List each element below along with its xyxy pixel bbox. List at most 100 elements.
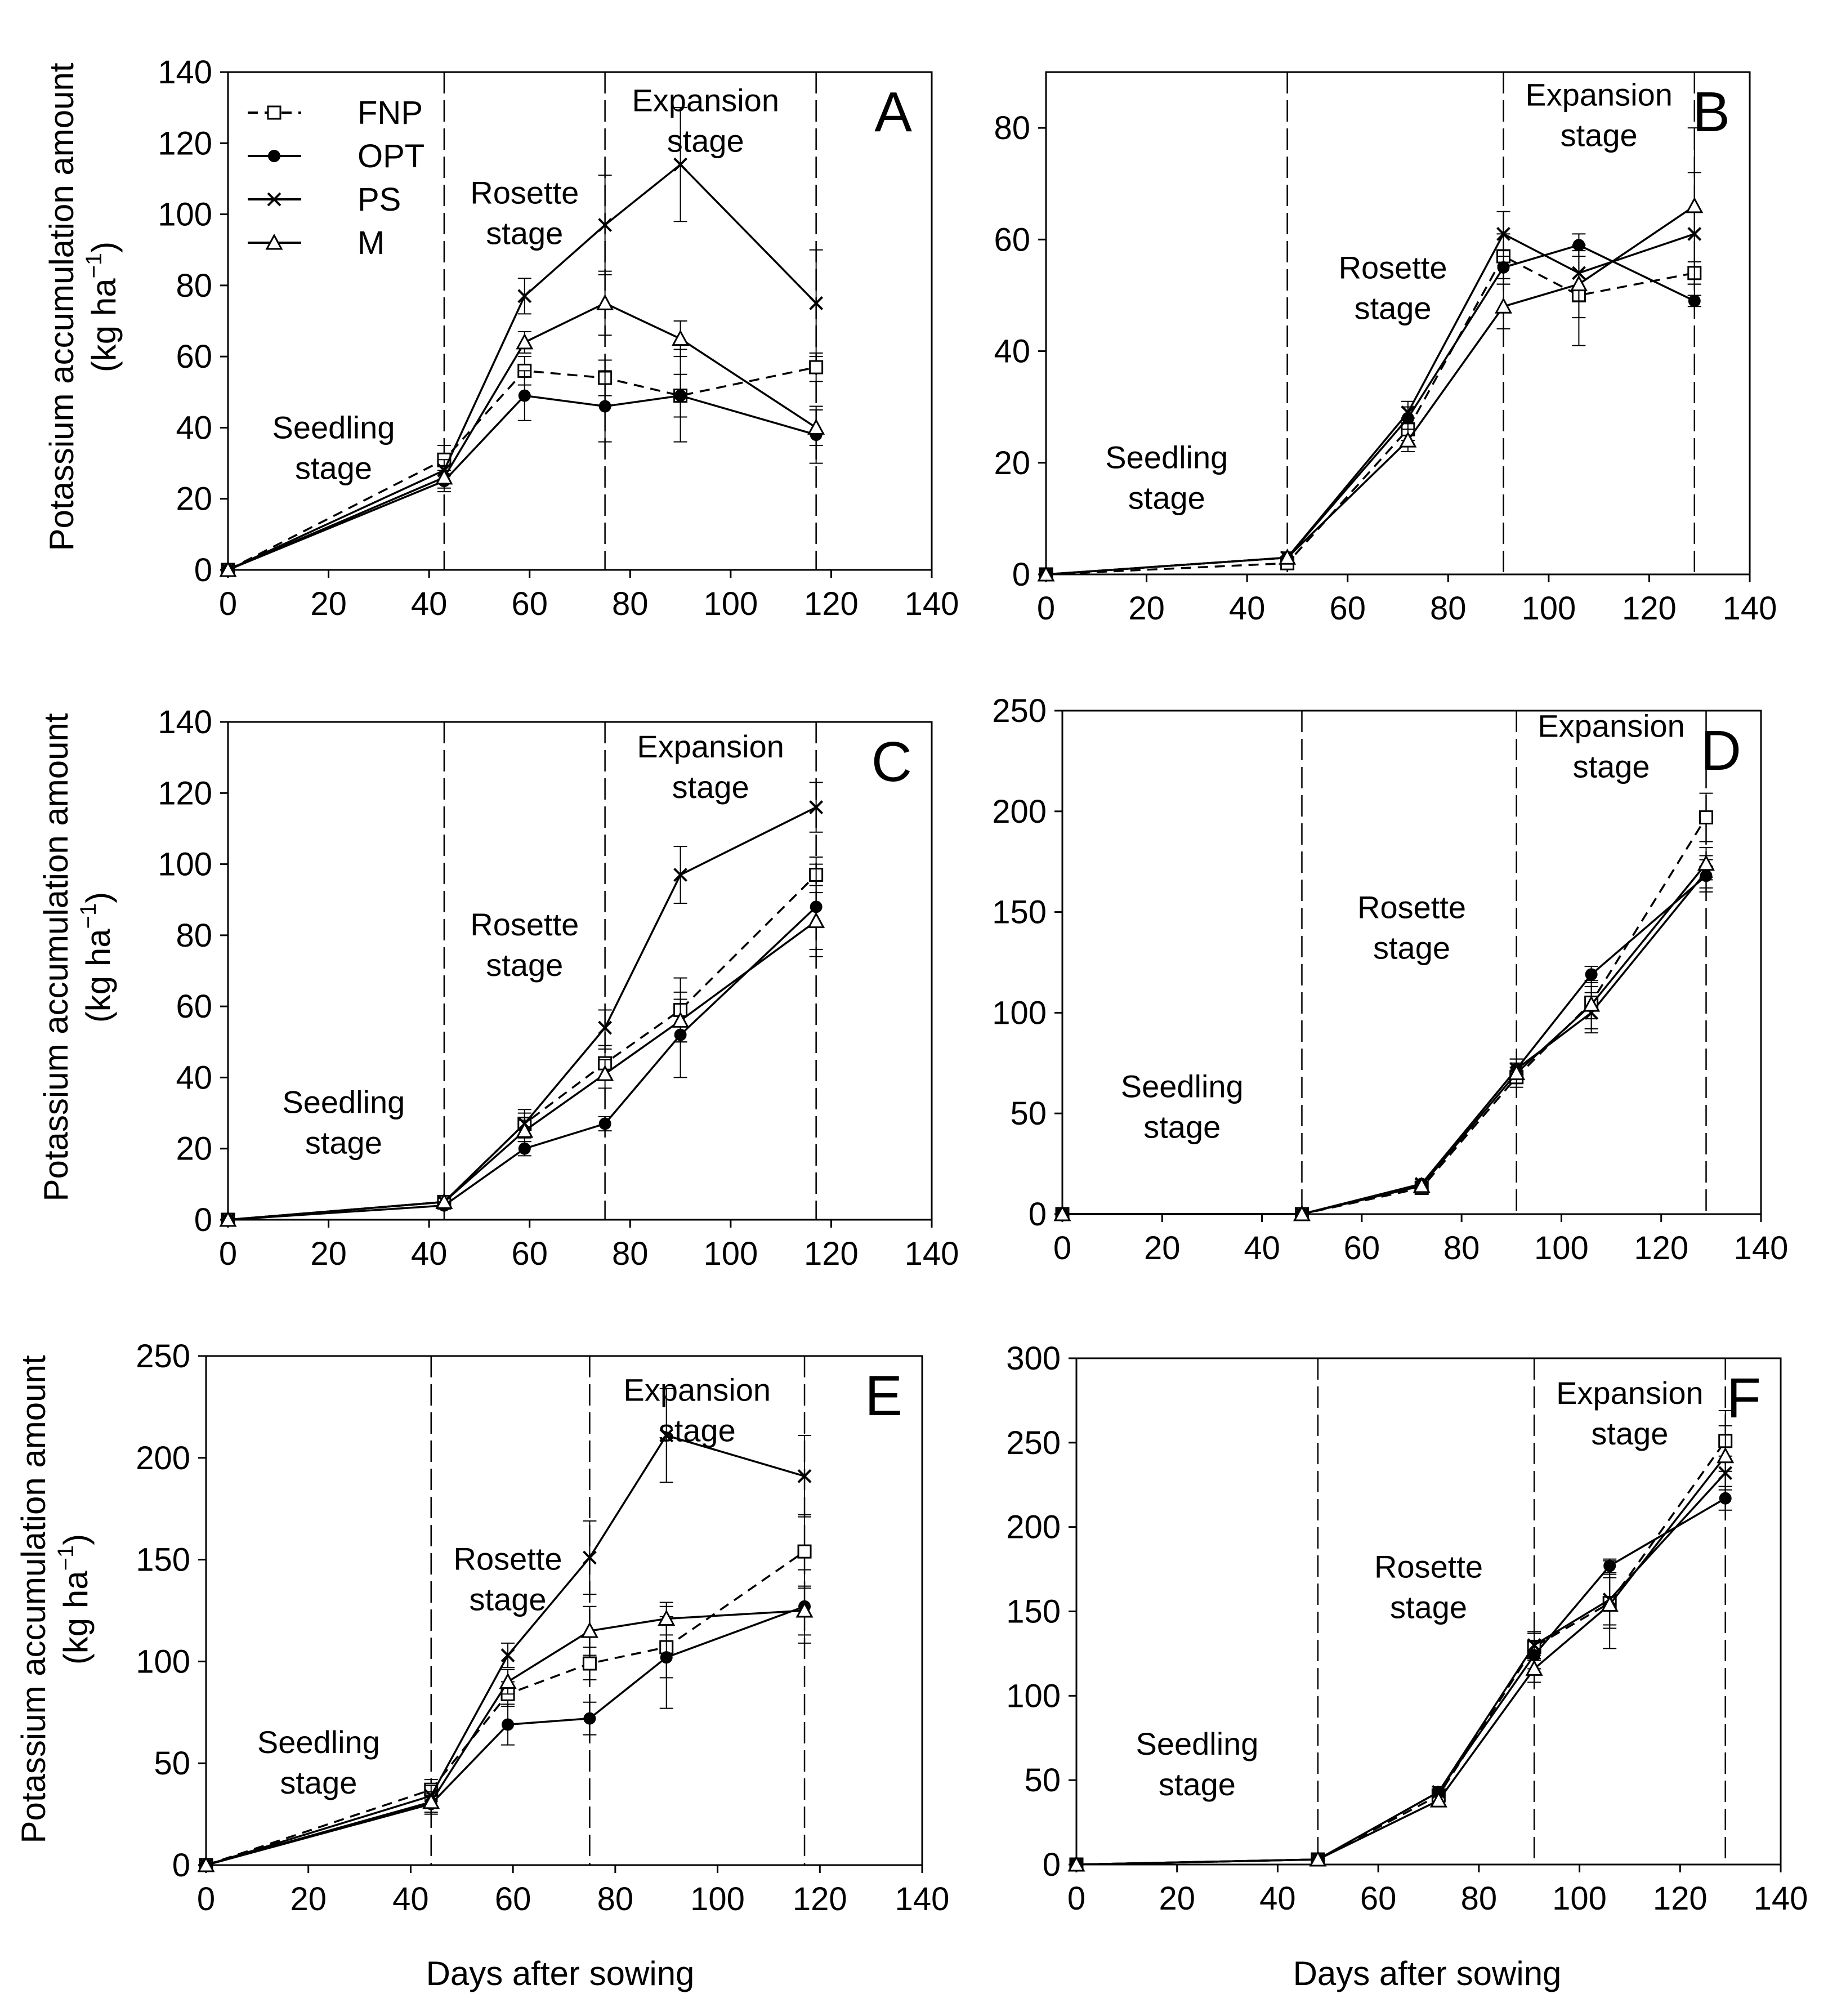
series-line-m	[227, 302, 817, 571]
data-point-m	[1053, 1205, 1071, 1221]
series-line-opt	[205, 1605, 805, 1866]
data-point-ps	[1401, 405, 1415, 420]
y-tick-label-e: 50	[154, 1745, 190, 1782]
data-point-fnp	[809, 360, 824, 374]
series-line-m	[1045, 205, 1695, 576]
series-line-opt	[227, 906, 817, 1221]
data-point-m	[219, 560, 237, 577]
x-tick-label-c: 40	[411, 1236, 448, 1272]
stage-label-a: stage	[486, 216, 563, 251]
data-point-m	[219, 1210, 237, 1227]
y-tick-label-a: 80	[176, 267, 212, 304]
series-line-fnp	[227, 366, 817, 571]
stage-label-f: stage	[1159, 1767, 1236, 1802]
stage-label-f: stage	[1591, 1416, 1668, 1451]
y-tick-label-a: 100	[158, 197, 212, 233]
legend-label-fnp: FNP	[357, 95, 423, 131]
panel-d: 0 20 40 60 80 100 120 140 0 50 100 150 200 250 Seedlin…	[992, 693, 1788, 1266]
stage-label-c: Expansion	[637, 729, 784, 764]
plot-frame-c	[227, 721, 933, 1221]
x-tick-label-f: 140	[1754, 1880, 1808, 1917]
y-tick-label-c: 60	[176, 988, 212, 1025]
stage-label-b: stage	[1355, 291, 1432, 326]
x-tick-label-b: 80	[1430, 590, 1467, 627]
data-point-m	[1697, 854, 1715, 871]
panel-f: 0 20 40 60 80 100 120 140 0 50 100 150 200 250 300 Seed…	[1006, 1340, 1808, 1917]
x-tick-label-e: 120	[793, 1881, 847, 1917]
x-tick-label-c: 20	[310, 1236, 347, 1272]
data-point-opt	[1719, 1492, 1732, 1505]
x-tick-label-c: 60	[511, 1236, 548, 1272]
y-tick-label-c: 120	[158, 775, 212, 811]
series-line-m	[1062, 863, 1707, 1215]
ylabel-row-3: Potassium accumulation amount (kg ha−1)	[15, 1355, 95, 1843]
data-point-m	[1686, 197, 1704, 213]
stage-label-a: Rosette	[470, 175, 579, 211]
x-tick-label-e: 140	[895, 1881, 950, 1917]
stage-label-e: stage	[280, 1765, 357, 1800]
y-tick-label-b: 20	[994, 445, 1030, 481]
y-tick-label-e: 100	[136, 1643, 190, 1680]
x-tick-label-f: 40	[1259, 1880, 1296, 1917]
y-tick-label-c: 80	[176, 917, 212, 954]
x-tick-label-e: 100	[690, 1881, 745, 1917]
data-point-ps	[809, 296, 824, 310]
data-point-ps	[1527, 1638, 1541, 1652]
legend-label-ps: PS	[357, 181, 401, 218]
data-point-ps	[809, 800, 824, 814]
legend-item-m: M	[248, 225, 385, 261]
panel-letter-f: F	[1727, 1367, 1761, 1430]
stage-label-a: stage	[295, 450, 372, 485]
series-line-fnp	[1062, 817, 1707, 1215]
x-tick-label-d: 140	[1734, 1230, 1789, 1266]
data-point-m	[1293, 1205, 1311, 1221]
y-tick-label-d: 200	[992, 793, 1047, 830]
data-point-m	[516, 333, 534, 350]
data-point-ps	[583, 1550, 597, 1565]
data-point-opt	[674, 389, 687, 402]
data-point-opt	[1497, 261, 1510, 274]
data-point-ps	[500, 1648, 515, 1662]
data-point-m	[580, 1622, 598, 1638]
y-tick-label-c: 100	[158, 846, 212, 883]
xlabel-left: Days after sowing	[426, 1955, 695, 1992]
stage-label-b: stage	[1561, 117, 1638, 153]
x-tick-label-e: 40	[392, 1881, 429, 1917]
stage-label-d: stage	[1143, 1109, 1221, 1145]
stage-label-d: stage	[1573, 748, 1650, 784]
panel-b: 0 20 40 60 80 100 120 140 0 20 40 60 80 Seedling stage…	[994, 71, 1777, 627]
data-point-opt	[1585, 968, 1598, 981]
x-tick-label-f: 60	[1360, 1880, 1397, 1917]
series-line-ps	[205, 1434, 805, 1866]
x-tick-label-a: 140	[905, 586, 959, 622]
panel-letter-c: C	[871, 730, 912, 793]
data-point-m	[1067, 1855, 1085, 1872]
x-tick-label-a: 0	[219, 586, 237, 622]
legend-marker-m	[265, 233, 283, 250]
y-tick-label-f: 250	[1006, 1425, 1061, 1461]
ylabel-line2: (kg ha−1)	[76, 892, 117, 1023]
plot-frame-e	[205, 1355, 923, 1866]
stage-label-e: Rosette	[454, 1541, 562, 1577]
data-point-m	[1279, 548, 1297, 565]
xlabel-right: Days after sowing	[1293, 1955, 1562, 1992]
plot-frame-d	[1061, 710, 1762, 1215]
data-point-m	[596, 1064, 614, 1081]
data-point-ps	[673, 157, 687, 172]
data-point-m	[435, 468, 453, 485]
legend-label-opt: OPT	[357, 138, 424, 175]
data-point-m	[658, 1609, 676, 1626]
data-point-opt	[502, 1718, 515, 1731]
x-tick-label-a: 120	[804, 586, 859, 622]
y-tick-label-c: 140	[158, 704, 212, 741]
y-tick-label-e: 0	[172, 1847, 190, 1884]
y-tick-label-f: 50	[1024, 1762, 1061, 1799]
x-tick-label-d: 80	[1443, 1230, 1480, 1266]
ylabel-line2: (kg ha−1)	[53, 1534, 95, 1665]
x-tick-label-b: 0	[1037, 590, 1055, 627]
data-point-m	[197, 1856, 215, 1872]
data-point-m	[1413, 1176, 1431, 1193]
series-line-m	[205, 1609, 805, 1866]
data-point-m	[1399, 431, 1417, 448]
y-tick-label-b: 80	[994, 110, 1030, 146]
